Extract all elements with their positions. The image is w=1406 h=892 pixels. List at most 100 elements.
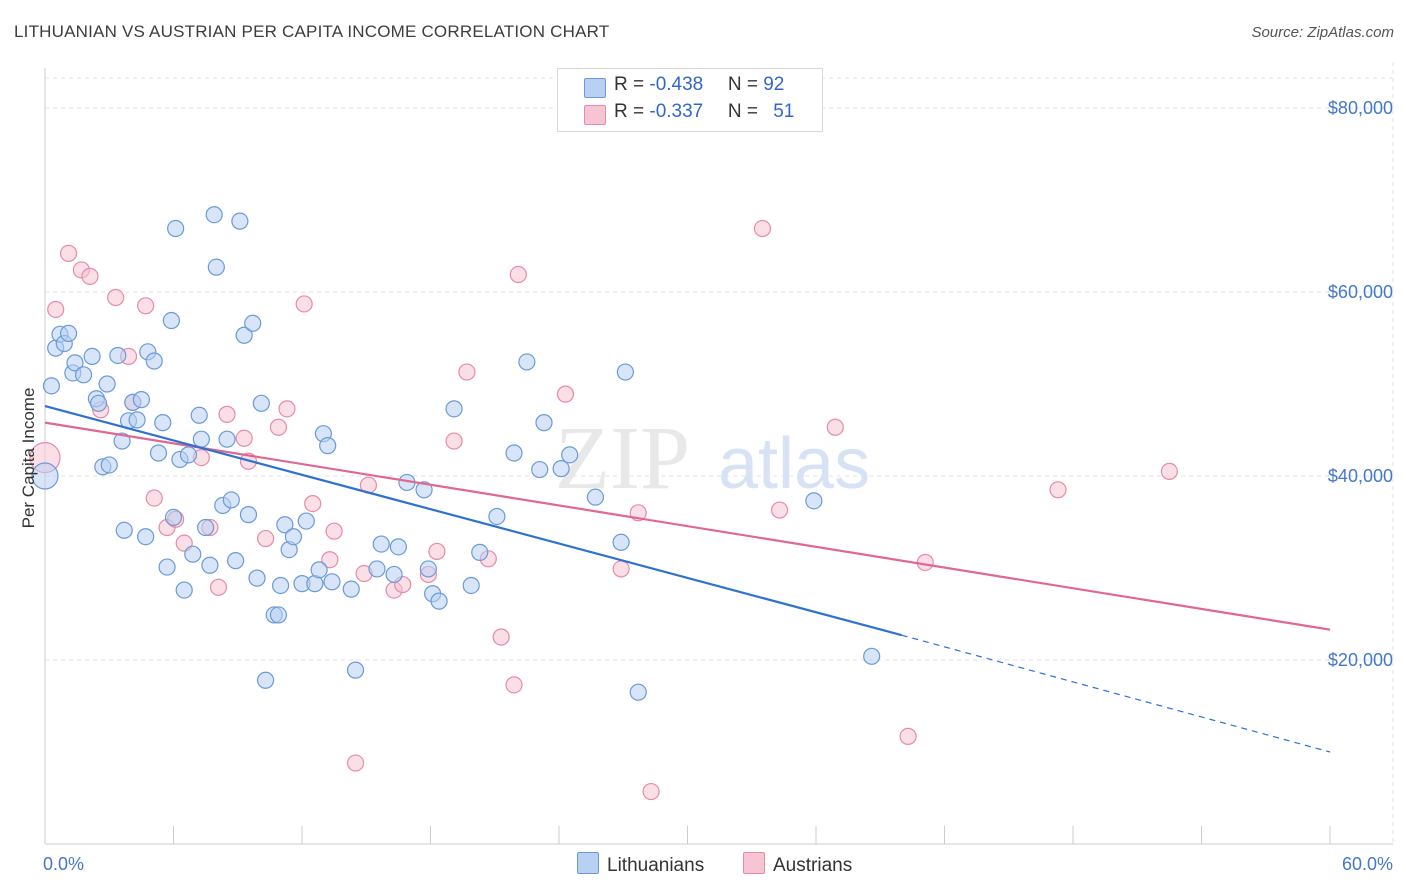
trend-lines <box>44 405 1331 753</box>
lithuanians-point <box>231 212 249 230</box>
stats-legend: R = -0.438 N = 92 R = -0.337 N = 51 <box>557 68 823 132</box>
austrians-point <box>346 754 365 772</box>
austrians-point <box>509 265 527 284</box>
lithuanians-point <box>310 561 328 579</box>
lithuanians-trend-extension <box>901 634 1331 753</box>
lithuanians-point <box>227 552 245 570</box>
lithuanians-point <box>149 444 168 462</box>
lithuanians-point <box>66 354 84 372</box>
lithuanians-point <box>74 366 93 384</box>
lithuanians-point <box>471 543 489 561</box>
austrians-point <box>278 400 296 418</box>
lithuanians-point <box>205 206 223 224</box>
lithuanians-point <box>179 446 198 464</box>
swatch-lithuanians <box>577 852 599 874</box>
lithuanians-point <box>346 661 365 679</box>
austrians-point <box>235 429 253 447</box>
lithuanians-point <box>488 507 506 526</box>
austrians-point <box>753 219 772 238</box>
lithuanians-point <box>175 581 193 599</box>
lithuanians-point <box>244 314 262 332</box>
watermark-zip: ZIP <box>555 409 690 508</box>
lithuanians-point <box>284 528 303 546</box>
austrians-point <box>145 489 163 507</box>
lithuanians-point <box>201 556 219 574</box>
legend-n-value: 51 <box>773 101 795 122</box>
swatch-austrians <box>743 852 765 874</box>
x-tick-label-left: 0.0% <box>43 854 84 874</box>
lithuanians-point <box>323 573 341 591</box>
source-label: Source: ZipAtlas.com <box>1251 24 1394 41</box>
legend-label-austrians: Austrians <box>773 855 853 876</box>
lithuanians-point <box>137 528 155 546</box>
austrians-point <box>81 267 99 285</box>
austrians-point <box>256 529 275 548</box>
lithuanians-point <box>83 347 101 365</box>
austrians-point <box>209 578 228 596</box>
lithuanians-points <box>31 206 881 701</box>
austrians-point <box>59 244 78 262</box>
lithuanians-point <box>113 432 131 450</box>
lithuanians-point <box>419 560 437 578</box>
legend-item-austrians[interactable]: Austrians <box>743 852 852 877</box>
austrians-point <box>556 385 575 403</box>
lithuanians-point <box>162 311 180 330</box>
lithuanians-point <box>42 377 61 395</box>
austrians-point <box>612 560 630 578</box>
legend-item-lithuanians[interactable]: Lithuanians <box>577 852 704 877</box>
lithuanians-point <box>239 506 258 524</box>
lithuanians-point <box>319 437 337 455</box>
austrians-point <box>321 551 339 569</box>
austrians-point <box>1160 462 1178 480</box>
austrians-point <box>107 288 125 307</box>
watermark: ZIP atlas <box>555 409 870 508</box>
legend-text-1: R = -0.438 N = 92 <box>614 74 784 96</box>
lithuanians-point <box>531 460 549 479</box>
lithuanians-point <box>616 363 634 381</box>
austrians-point <box>445 432 463 450</box>
lithuanians-point <box>115 521 133 539</box>
legend-r-label: R = <box>614 74 650 95</box>
austrians-point <box>295 295 313 313</box>
lithuanians-point <box>612 533 630 551</box>
austrians-trend-line <box>44 421 1331 631</box>
lithuanians-point <box>89 394 108 412</box>
lithuanians-point <box>100 456 118 474</box>
x-tick-label-right: 60.0% <box>1342 854 1393 874</box>
watermark-atlas: atlas <box>718 424 870 504</box>
austrians-point <box>304 495 322 513</box>
lithuanians-point <box>561 446 579 464</box>
lithuanians-point <box>389 538 407 556</box>
lithuanians-point <box>109 346 127 365</box>
lithuanians-point <box>462 576 480 595</box>
lithuanians-point <box>158 558 176 576</box>
y-tick-label: $20,000 <box>1328 650 1393 670</box>
legend-row-lithuanians: R = -0.438 N = 92 <box>558 74 822 100</box>
lithuanians-point <box>368 560 386 578</box>
y-tick-label: $80,000 <box>1328 98 1393 118</box>
legend-swatch-pink <box>584 105 606 125</box>
austrians-point <box>826 418 844 436</box>
lithuanians-point <box>218 430 236 448</box>
austrians-point <box>47 300 65 319</box>
lithuanians-point <box>372 535 390 553</box>
austrians-point <box>642 782 660 801</box>
lithuanians-point <box>629 683 647 701</box>
lithuanians-point <box>518 353 536 371</box>
lithuanians-point <box>197 518 215 537</box>
lithuanians-point <box>342 580 360 598</box>
austrians-point <box>1049 481 1067 499</box>
legend-n-label: N = <box>727 101 764 122</box>
lithuanians-point <box>256 671 275 689</box>
lithuanians-point <box>252 394 270 412</box>
lithuanians-point <box>863 647 881 665</box>
lithuanians-point <box>505 444 523 462</box>
legend-swatch-blue <box>584 78 606 98</box>
legend-r-value: -0.337 <box>649 101 704 122</box>
lithuanians-point <box>154 414 172 432</box>
y-tick-label: $60,000 <box>1328 282 1393 302</box>
lithuanians-trend-line <box>44 405 902 637</box>
legend-r-value: -0.438 <box>649 74 704 95</box>
y-axis-title: Per Capita Income <box>19 388 38 529</box>
